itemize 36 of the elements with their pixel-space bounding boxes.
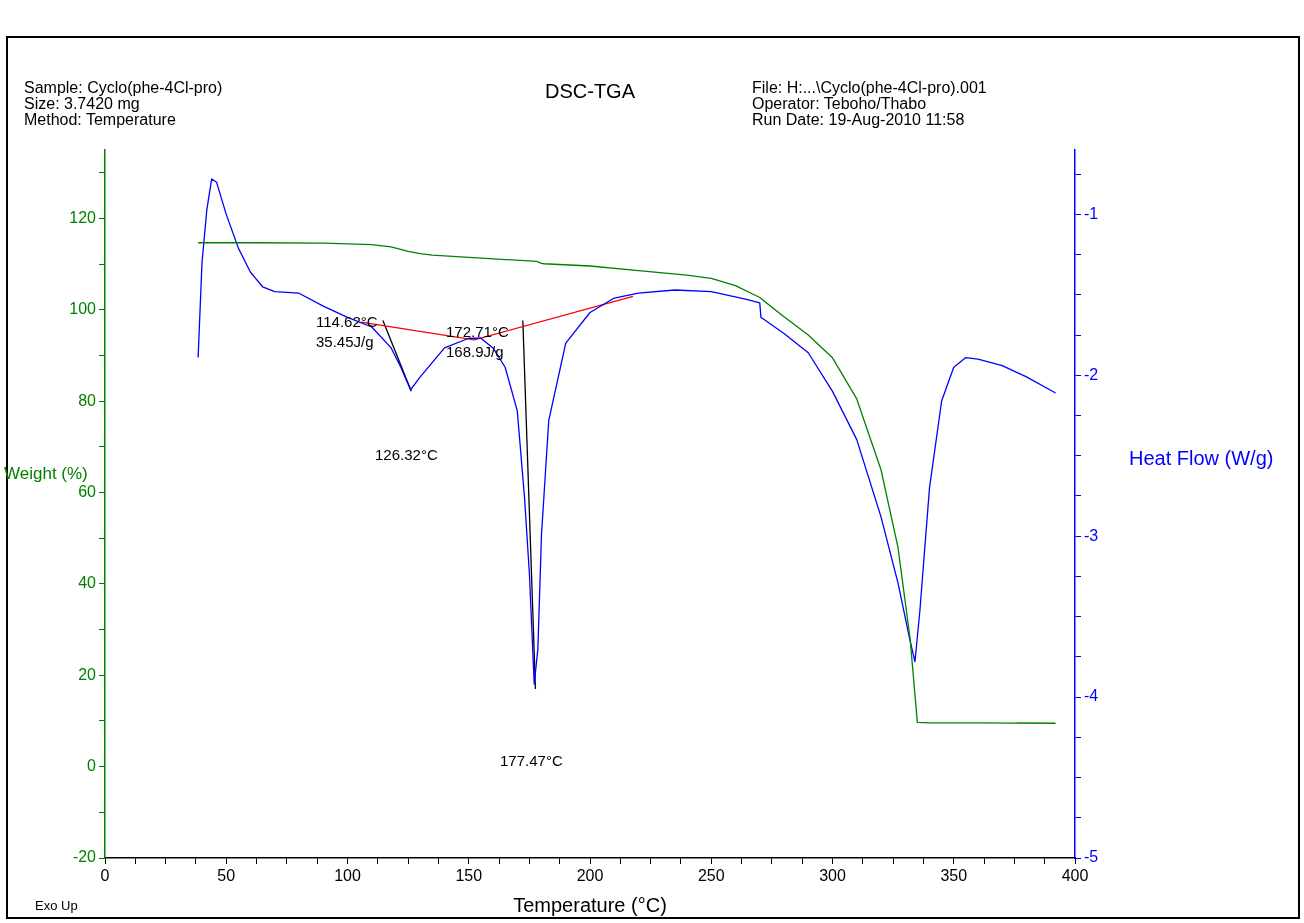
y2-tick-label: -5 — [1084, 848, 1099, 866]
y-tick-label: 120 — [69, 208, 97, 226]
y2-axis-title: Heat Flow (W/g) — [1129, 446, 1274, 469]
text: Size: 3.7420 mg — [24, 95, 140, 112]
y-tick-label: -20 — [72, 848, 97, 866]
x-tick-label: 50 — [217, 867, 236, 885]
x-tick-label: 400 — [1061, 867, 1089, 885]
annotation: 35.45J/g — [316, 333, 374, 350]
text: Sample: Cyclo(phe-4Cl-pro) — [24, 79, 223, 96]
y2-tick-label: -3 — [1084, 526, 1099, 544]
y-tick-label: 0 — [87, 757, 97, 775]
x-tick-label: 100 — [334, 867, 361, 885]
x-tick-label: 150 — [455, 867, 483, 885]
y-tick-label: 40 — [78, 574, 97, 592]
text: File: H:...\Cyclo(phe-4Cl-pro).001 — [752, 79, 987, 96]
annotation: 177.47°C — [500, 752, 563, 769]
y-tick-label: 80 — [78, 391, 97, 409]
x-tick-label: 0 — [100, 867, 110, 885]
x-tick-label: 350 — [940, 867, 968, 885]
text: Operator: Teboho/Thabo — [752, 95, 927, 112]
y-tick-label: 60 — [78, 482, 97, 500]
text: Exo Up — [35, 898, 78, 913]
annotation: 126.32°C — [375, 446, 438, 463]
y2-tick-label: -4 — [1084, 687, 1099, 705]
y2-tick-label: -1 — [1084, 204, 1099, 222]
annotation: 172.71°C — [446, 323, 509, 340]
y-tick-label: 100 — [69, 300, 97, 318]
x-axis-title: Temperature (°C) — [513, 893, 667, 916]
x-tick-label: 300 — [819, 867, 846, 885]
text: Run Date: 19-Aug-2010 11:58 — [752, 111, 966, 128]
y-tick-label: 20 — [78, 665, 97, 683]
x-tick-label: 250 — [697, 867, 725, 885]
chart-title: DSC-TGA — [545, 80, 635, 102]
y2-tick-label: -2 — [1084, 365, 1099, 383]
text: Method: Temperature — [24, 111, 177, 128]
x-tick-label: 200 — [576, 867, 604, 885]
